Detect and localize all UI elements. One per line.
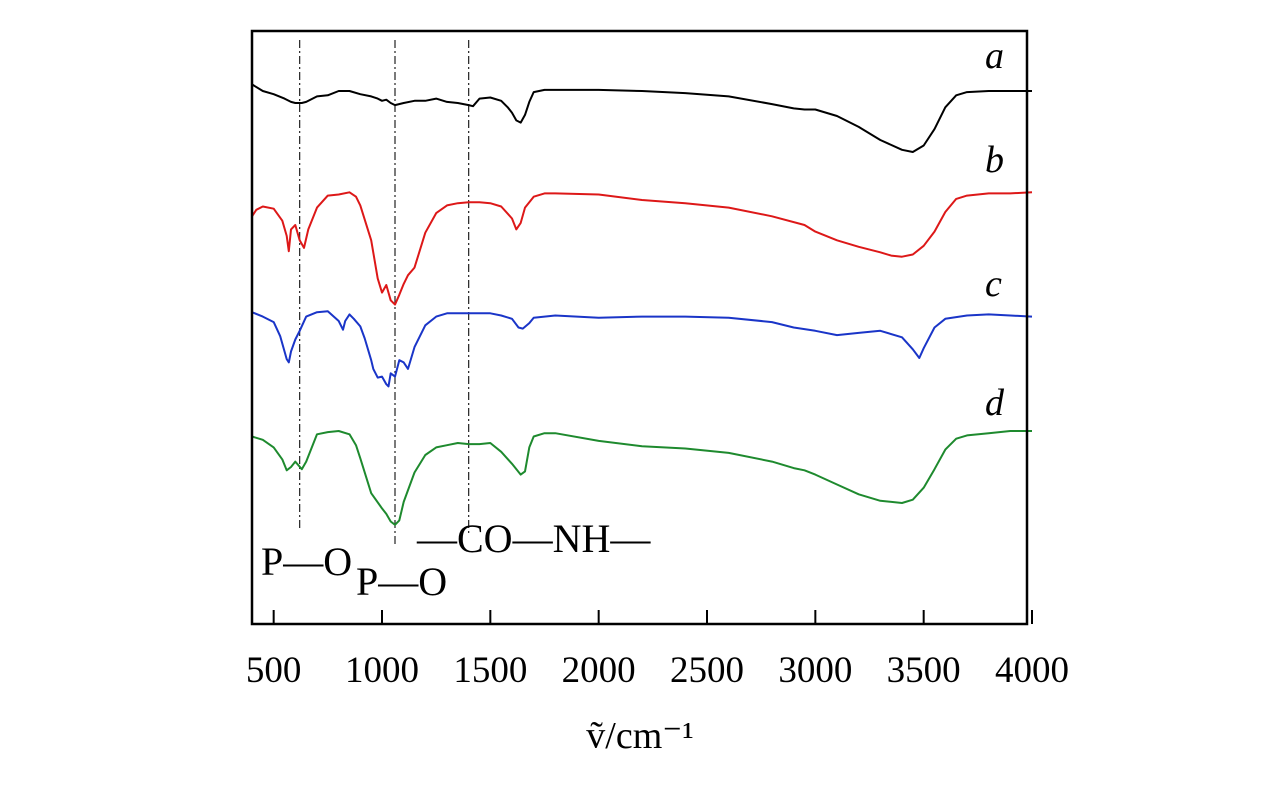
x-tick-label-3000: 3000: [778, 650, 852, 691]
series-d-line: [251, 430, 1032, 526]
series-label-a: a: [985, 35, 1004, 77]
series-a-line: [251, 83, 1032, 153]
series-b-line: [251, 191, 1033, 306]
x-tick-label-500: 500: [246, 650, 302, 691]
x-tick-label-1500: 1500: [453, 650, 527, 691]
annotation-co-nh: —CO—NH—: [416, 516, 651, 561]
x-tick-label-2000: 2000: [562, 650, 636, 691]
series-c-line: [251, 310, 1033, 388]
x-axis-ticks: 500 1000 1500 2000 2500 3000 3500 4000: [246, 610, 1069, 691]
series-label-b: b: [985, 139, 1004, 181]
x-tick-label-1000: 1000: [345, 650, 419, 691]
x-tick-label-4000: 4000: [995, 650, 1069, 691]
x-tick-label-2500: 2500: [670, 650, 744, 691]
x-axis-label: ṽ/cm⁻¹: [586, 715, 693, 757]
spectrum-series: [251, 83, 1033, 526]
x-tick-label-3500: 3500: [887, 650, 961, 691]
annotation-po-1: P—O: [261, 539, 352, 584]
series-labels: a b c d: [985, 35, 1005, 424]
series-label-c: c: [985, 263, 1002, 305]
series-label-d: d: [985, 382, 1005, 424]
plot-frame: [250, 29, 1029, 626]
reference-lines: [299, 40, 470, 545]
annotation-po-2: P—O: [356, 559, 447, 604]
